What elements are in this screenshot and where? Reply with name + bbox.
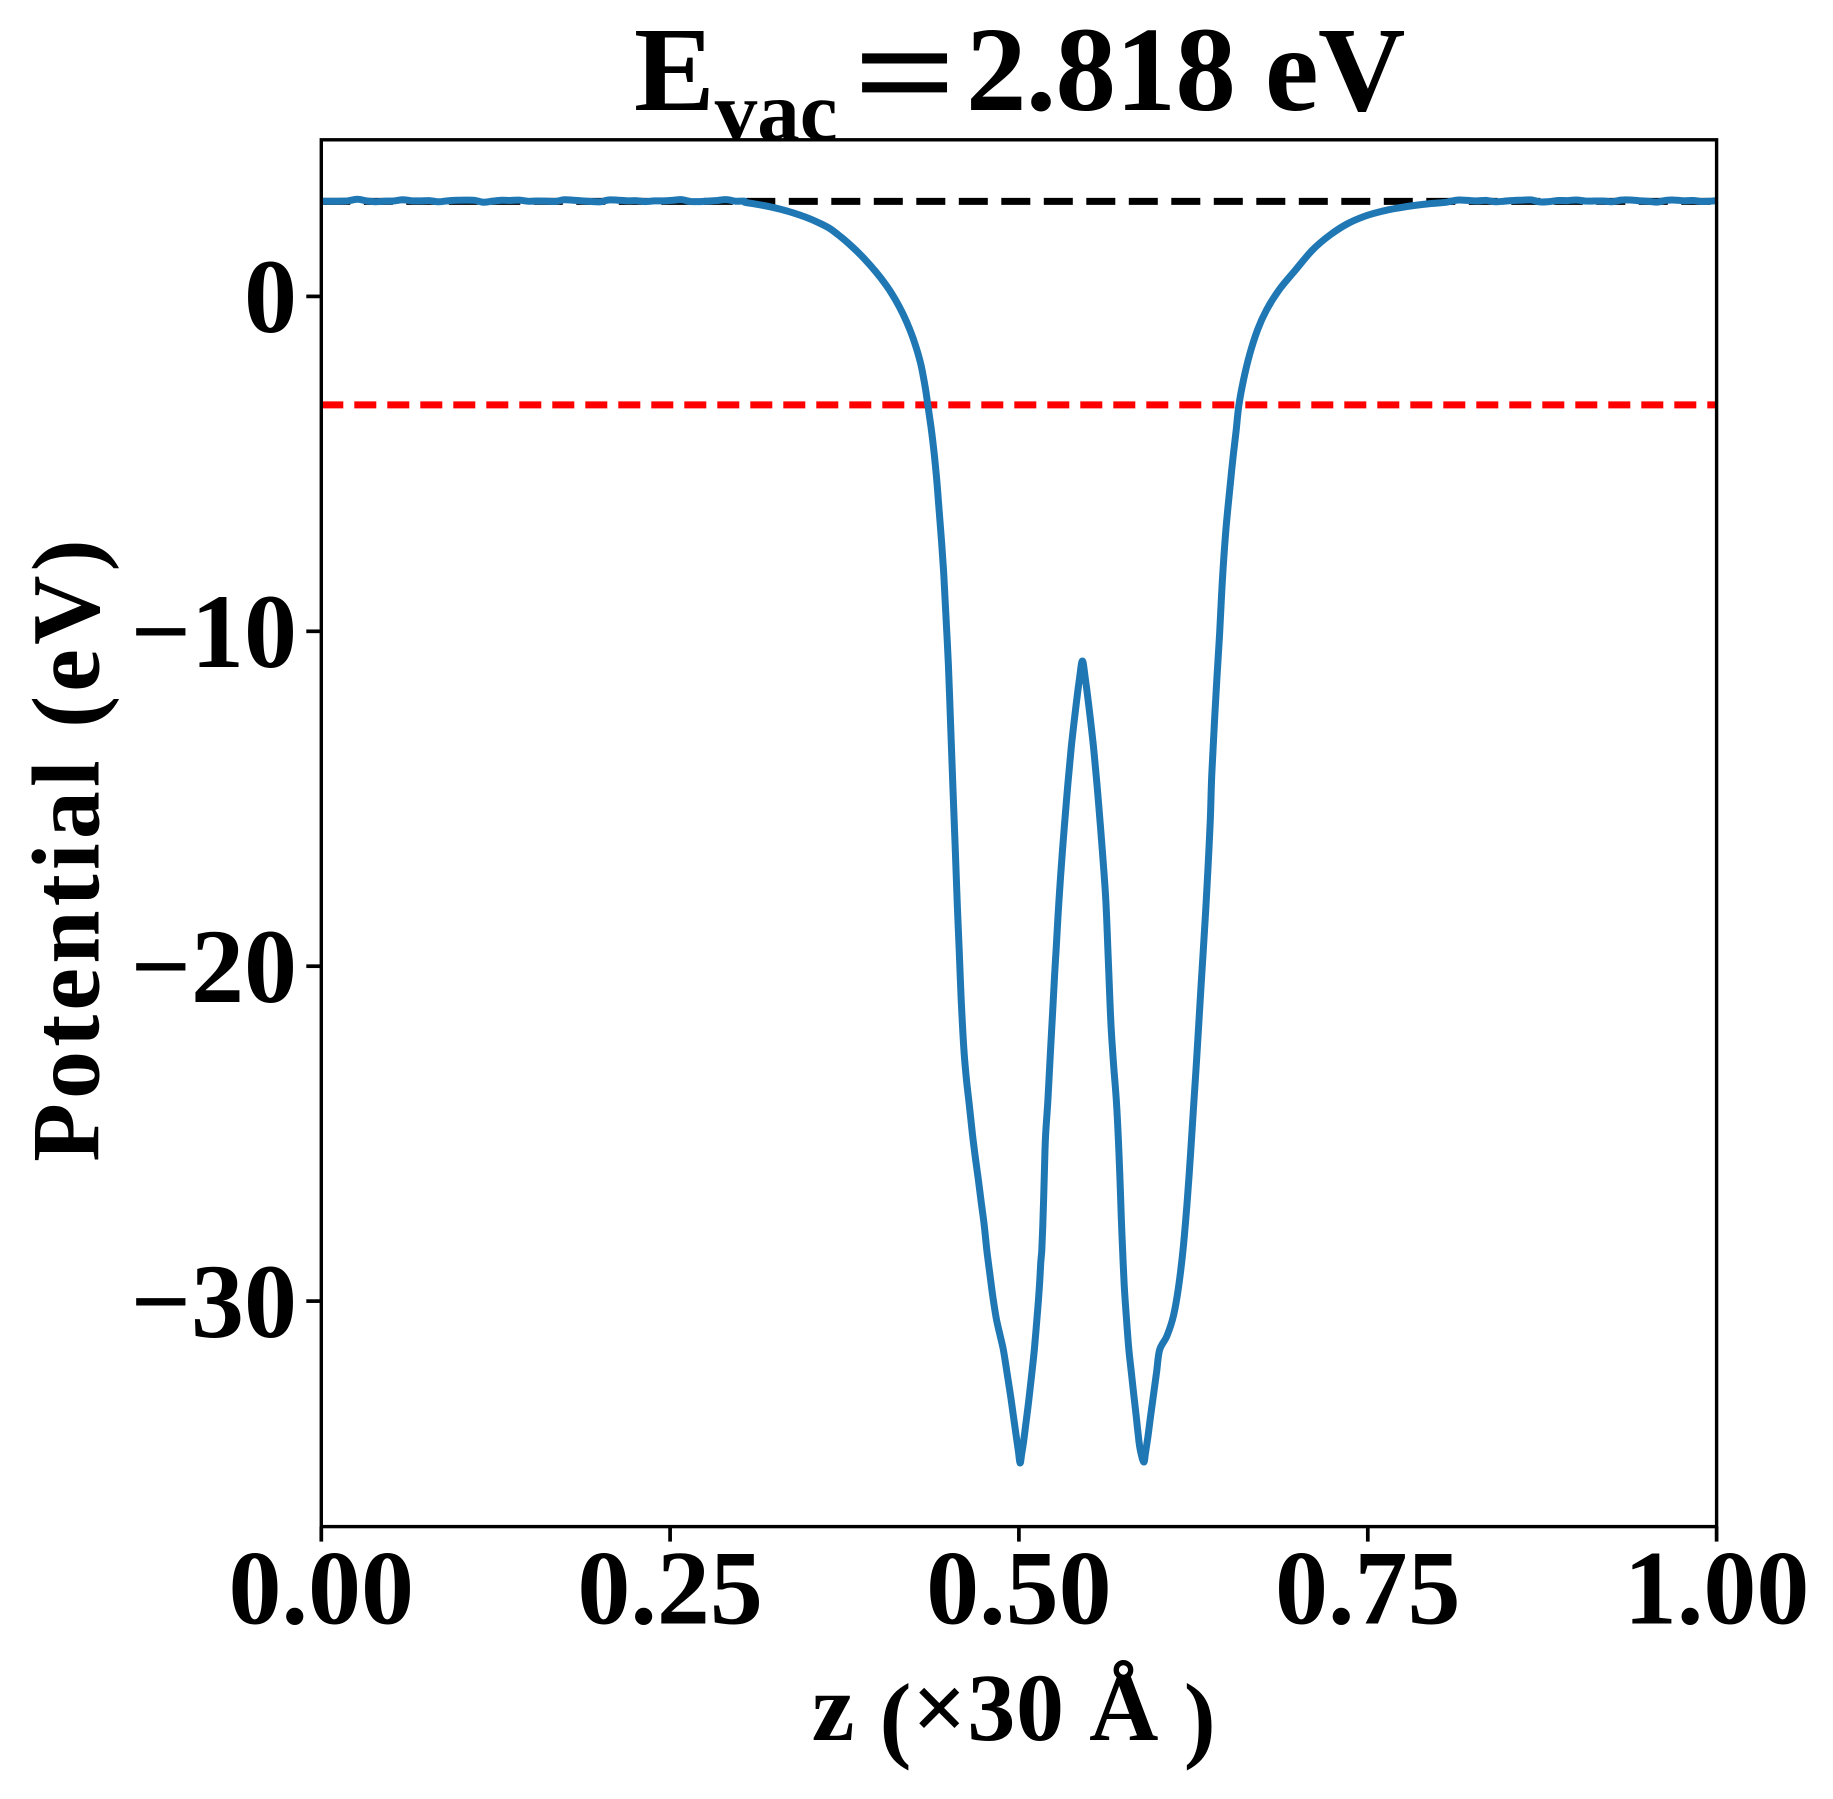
svg-text:−20: −20 bbox=[131, 908, 297, 1025]
svg-text:−30: −30 bbox=[131, 1243, 297, 1360]
svg-text:0.50: 0.50 bbox=[926, 1530, 1112, 1647]
svg-text:0.75: 0.75 bbox=[1275, 1530, 1461, 1647]
svg-text:Potential (eV): Potential (eV) bbox=[12, 535, 119, 1162]
svg-text:−10: −10 bbox=[131, 573, 297, 690]
svg-text:0.25: 0.25 bbox=[577, 1530, 763, 1647]
svg-text:1.00: 1.00 bbox=[1624, 1530, 1810, 1647]
svg-text:0: 0 bbox=[244, 238, 297, 355]
svg-text:0.00: 0.00 bbox=[229, 1530, 415, 1647]
svg-text:=: = bbox=[853, 0, 957, 152]
svg-text:2.818 eV: 2.818 eV bbox=[966, 3, 1405, 137]
svg-text:z (×30 Å ): z (×30 Å ) bbox=[812, 1654, 1217, 1771]
